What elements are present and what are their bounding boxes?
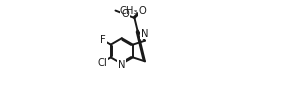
Text: CH₃: CH₃: [119, 6, 138, 16]
Text: F: F: [100, 35, 106, 45]
Text: O: O: [121, 9, 129, 19]
Text: H: H: [142, 30, 148, 39]
Text: O: O: [138, 6, 146, 16]
Text: N: N: [118, 60, 125, 70]
Text: N: N: [141, 29, 149, 39]
Text: Cl: Cl: [97, 58, 107, 68]
